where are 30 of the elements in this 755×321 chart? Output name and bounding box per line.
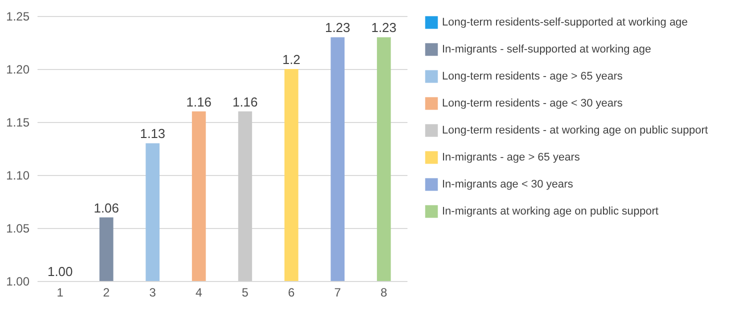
x-tick-label: 2 [103, 286, 110, 300]
y-tick-label: 1.00 [6, 274, 30, 288]
y-tick-label: 1.10 [6, 168, 30, 182]
data-label: 1.23 [324, 20, 350, 36]
data-label: 1.06 [94, 200, 120, 216]
data-label: 1.00 [47, 264, 73, 279]
legend-label: Long-term residents - age > 65 years [442, 70, 624, 82]
y-tick-label: 1.25 [6, 10, 30, 24]
x-tick-label: 7 [334, 286, 342, 300]
legend-label: In-migrants - self-supported at working age [442, 44, 652, 56]
x-tick-label: 4 [196, 286, 203, 300]
legend-label: In-migrants age < 30 years [442, 178, 574, 190]
y-tick-label: 1.15 [6, 116, 30, 130]
legend-label: Long-term residents - at working age on public support [442, 124, 708, 136]
data-label: 1.2 [282, 52, 300, 67]
data-label: 1.16 [232, 94, 258, 110]
legend-label: Long-term residents-self-supported at working age [442, 16, 688, 28]
data-label: 1.16 [186, 94, 212, 110]
x-tick-label: 8 [380, 286, 388, 300]
x-tick-label: 5 [242, 286, 249, 300]
y-tick-label: 1.05 [6, 222, 30, 236]
x-tick-label: 6 [288, 286, 296, 300]
data-label: 1.23 [371, 20, 397, 36]
data-label: 1.13 [140, 126, 166, 142]
y-tick-label: 1.20 [6, 62, 30, 76]
legend-label: In-migrants - age > 65 years [442, 152, 580, 164]
legend-label: In-migrants at working age on public support [442, 206, 658, 218]
x-tick-label: 3 [149, 286, 156, 300]
legend-label: Long-term residents - age < 30 years [442, 98, 624, 110]
x-tick-label: 1 [56, 286, 64, 300]
